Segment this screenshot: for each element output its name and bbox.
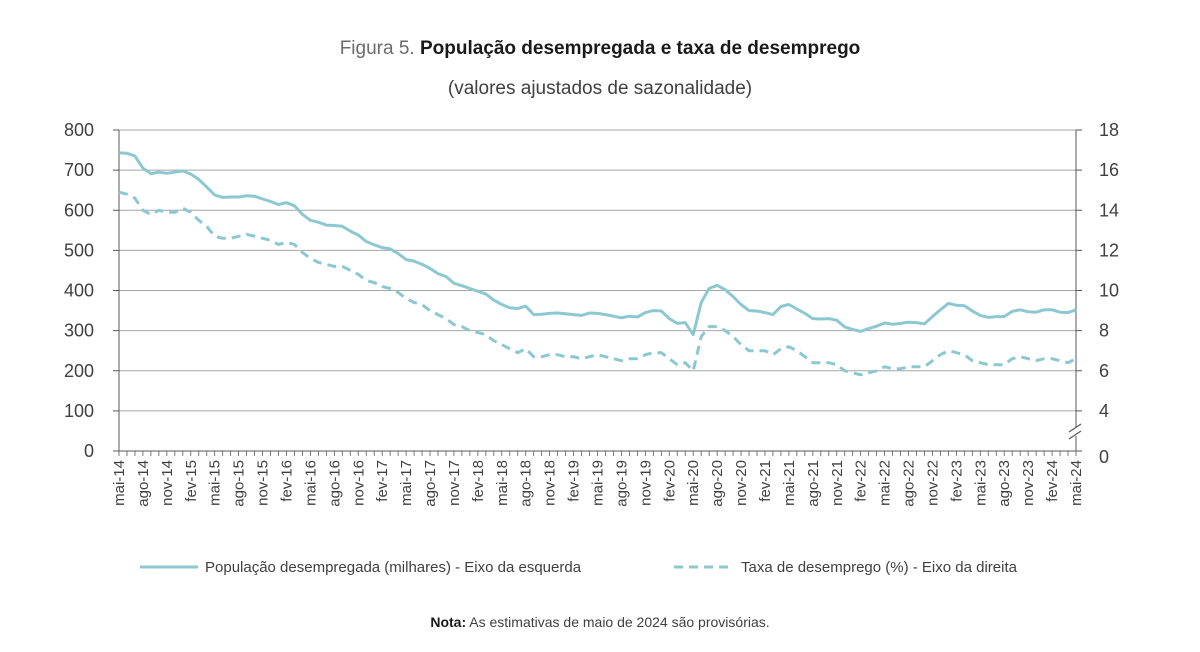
legend-populacao-label: População desempregada (milhares) - Eixo… xyxy=(205,559,582,576)
x-tick-label: ago-17 xyxy=(422,460,439,507)
x-tick-label: nov-22 xyxy=(924,460,941,506)
x-tick-label: ago-16 xyxy=(326,460,343,507)
x-tick-label: mai-21 xyxy=(781,460,798,506)
x-tick-label: nov-17 xyxy=(446,460,463,506)
x-tick-label: fev-19 xyxy=(566,460,583,502)
axis-break-gap xyxy=(1068,427,1084,436)
chart-title: Figura 5. População desempregada e taxa … xyxy=(0,38,1200,60)
y-left-tick-label: 800 xyxy=(64,120,94,140)
x-tick-label: fev-23 xyxy=(948,460,965,502)
y-right-tick-label: 14 xyxy=(1099,200,1119,220)
chart-subtitle: (valores ajustados de sazonalidade) xyxy=(447,78,753,99)
y-left-tick-label: 600 xyxy=(64,200,94,220)
x-tick-label: fev-18 xyxy=(470,460,487,502)
x-tick-label: fev-22 xyxy=(853,460,870,502)
x-tick-label: fev-17 xyxy=(374,460,391,502)
line-chart: 0 100 200 300 400 500 600 700 800 0 4 6 8 10 12 14 16 18 m… xyxy=(64,120,1119,576)
x-tick-label: nov-14 xyxy=(159,460,176,506)
y-right-tick-label: 12 xyxy=(1099,240,1119,260)
x-tick-label: fev-24 xyxy=(1044,460,1061,502)
x-tick-label: ago-15 xyxy=(231,460,248,507)
x-tick-label: nov-23 xyxy=(1020,460,1037,506)
x-tick-label: ago-19 xyxy=(613,460,630,507)
legend-taxa-label: Taxa de desemprego (%) - Eixo da direita xyxy=(741,559,1018,576)
x-tick-label: mai-15 xyxy=(207,460,224,506)
x-tick-label: nov-16 xyxy=(350,460,367,506)
x-tick-label: ago-20 xyxy=(709,460,726,507)
x-tick-label: mai-17 xyxy=(398,460,415,506)
y-right-tick-label: 18 xyxy=(1099,120,1119,140)
y-left-tick-label: 300 xyxy=(64,321,94,341)
x-tick-label: fev-21 xyxy=(757,460,774,502)
x-tick-label: nov-19 xyxy=(637,460,654,506)
x-tick-label: ago-21 xyxy=(805,460,822,507)
y-left-tick-label: 0 xyxy=(84,441,94,461)
y-right-tick-label: 0 xyxy=(1099,447,1109,467)
x-tick-label: nov-15 xyxy=(255,460,272,506)
y-left-tick-label: 400 xyxy=(64,281,94,301)
x-tick-label: mai-16 xyxy=(302,460,319,506)
x-tick-label: mai-14 xyxy=(111,460,128,506)
x-tick-label: ago-22 xyxy=(901,460,918,507)
y-left-tick-label: 200 xyxy=(64,361,94,381)
x-tick-label: fev-20 xyxy=(661,460,678,502)
footnote-label: Nota: xyxy=(430,614,467,630)
x-tick-label: ago-18 xyxy=(518,460,535,507)
y-right-tick-label: 10 xyxy=(1099,281,1119,301)
x-tick-label: mai-23 xyxy=(972,460,989,506)
y-left-tick-label: 700 xyxy=(64,160,94,180)
x-tick-label: ago-23 xyxy=(996,460,1013,507)
y-right-tick-label: 6 xyxy=(1099,361,1109,381)
y-right-tick-label: 4 xyxy=(1099,401,1109,421)
x-tick-label: mai-18 xyxy=(494,460,511,506)
figure-label: Figura 5. xyxy=(339,38,415,59)
series-line-taxa xyxy=(118,190,1077,377)
axis-break-mark xyxy=(1068,430,1082,440)
x-tick-label: nov-18 xyxy=(542,460,559,506)
axis-break-mark xyxy=(1068,423,1082,433)
x-tick-label: mai-20 xyxy=(685,460,702,506)
figure-title: População desempregada e taxa de desempr… xyxy=(419,38,861,59)
x-tick-label: ago-14 xyxy=(135,460,152,507)
footnote: Nota: As estimativas de maio de 2024 são… xyxy=(0,614,1200,630)
x-tick-label: nov-21 xyxy=(829,460,846,506)
y-right-tick-label: 16 xyxy=(1099,160,1119,180)
x-tick-label: mai-24 xyxy=(1068,460,1085,506)
y-left-tick-label: 100 xyxy=(64,401,94,421)
y-right-tick-label: 8 xyxy=(1099,321,1109,341)
y-left-tick-label: 500 xyxy=(64,240,94,260)
series-line-populacao xyxy=(118,151,1077,337)
x-tick-label: fev-16 xyxy=(278,460,295,502)
x-tick-label: mai-19 xyxy=(590,460,607,506)
x-tick-label: fev-15 xyxy=(183,460,200,502)
x-tick-label: nov-20 xyxy=(733,460,750,506)
footnote-text: As estimativas de maio de 2024 são provi… xyxy=(469,614,770,630)
x-tick-label: mai-22 xyxy=(877,460,894,506)
